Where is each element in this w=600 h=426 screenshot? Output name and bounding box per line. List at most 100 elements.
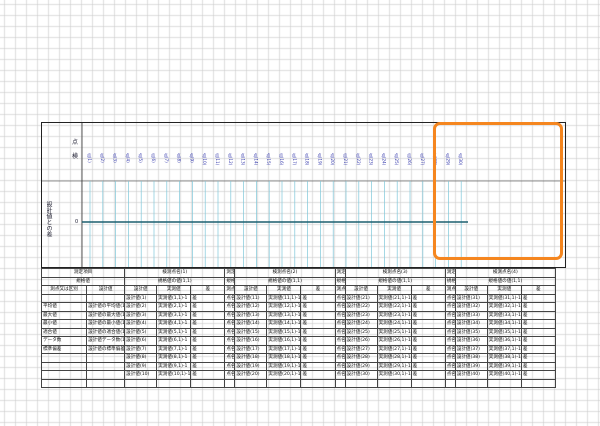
point-label: 点(3) (112, 153, 118, 163)
table-cell-diff: 差 (190, 336, 226, 346)
table-cell-design: 設計値(20) (234, 370, 268, 380)
table-cell-design: 設計値(16) (234, 336, 268, 346)
table-cell-design: 設計値(2) (124, 302, 158, 312)
hdr-diff: 差 (300, 285, 336, 295)
stat-label: 最大値 (40, 310, 88, 320)
stat-label: 最小値 (40, 319, 88, 329)
table-cell-measured: 実測値(23,1)-1 (376, 310, 412, 320)
table-cell-measured: 実測値(10,1)-1 (156, 370, 192, 380)
table-cell-design: 設計値(38) (454, 353, 488, 363)
table-cell-seq: 点名(14) (224, 319, 236, 329)
table-cell-measured: 実測値(37,1)-1 (486, 344, 522, 354)
point-label: 点(11) (215, 153, 220, 166)
table-cell-diff: 差 (300, 353, 336, 363)
hdr-diff: 差 (520, 285, 556, 295)
point-label: 点(10) (202, 153, 208, 166)
table-cell-design: 設計値(1) (124, 293, 158, 303)
hdr-spec-value: 規格値の値(1,1) (234, 276, 336, 286)
table-cell-measured: 実測値(14,1)-1 (266, 319, 302, 329)
table-cell-measured: 実測値(18,1)-1 (266, 353, 302, 363)
y-zero-label: 0 (75, 219, 79, 225)
hdr-design: 設計値 (86, 285, 126, 295)
table-cell-measured: 実測値(21,1)-1 (376, 293, 412, 303)
point-label: 点(14) (253, 153, 259, 166)
table-cell-diff: 差 (190, 310, 226, 320)
table-cell-seq: 点名(40) (444, 370, 456, 380)
table-cell-design: 設計値(25) (344, 327, 378, 337)
table-cell-seq: 点名(17) (224, 344, 236, 354)
table-cell-seq: 点名(32) (444, 302, 456, 312)
hdr-group: 検測点名(2) (234, 268, 336, 278)
point-label: 点(27) (419, 153, 425, 166)
hdr-spec-value: 規格値の値(1,1) (124, 276, 226, 286)
table-cell-design: 設計値(14) (234, 319, 268, 329)
point-label: 点(8) (176, 153, 182, 163)
table-cell-design: 設計値(5) (124, 327, 158, 337)
table-cell-measured: 実測値(6,1)-1 (156, 336, 192, 346)
table-cell-diff: 差 (190, 353, 226, 363)
hdr-design: 設計値 (124, 285, 158, 295)
table-cell-measured: 実測値(9,1)-1 (156, 361, 192, 371)
hdr-design: 設計値 (344, 285, 378, 295)
table-cell-diff: 差 (410, 310, 446, 320)
hdr-item: 測定項目 (334, 268, 346, 278)
point-label: 点(6) (151, 153, 156, 163)
table-cell-diff: 差 (190, 319, 226, 329)
table-cell-measured: 実測値(17,1)-1 (266, 344, 302, 354)
table-cell-measured: 実測値(19,1)-1 (266, 361, 302, 371)
table-cell-design: 設計値(12) (234, 302, 268, 312)
table-cell-diff: 差 (410, 370, 446, 380)
table-cell-measured: 実測値(38,1)-1 (486, 353, 522, 363)
table-cell-measured: 実測値(16,1)-1 (266, 336, 302, 346)
table-cell-seq: 点名(18) (224, 353, 236, 363)
table-cell-measured: 実測値(25,1)-1 (376, 327, 412, 337)
point-label: 点(25) (394, 153, 400, 166)
table-cell-design: 設計値(3) (124, 310, 158, 320)
hdr-design: 設計値 (454, 285, 488, 295)
point-label: 点(29) (445, 153, 451, 166)
table-cell-design: 設計値(11) (234, 293, 268, 303)
point-label: 点(26) (407, 153, 412, 166)
table-cell-design: 設計値(33) (454, 310, 488, 320)
point-label: 点(23) (368, 153, 374, 166)
table-cell-measured: 実測値(31,1)-1 (486, 293, 522, 303)
table-cell-diff: 差 (410, 344, 446, 354)
table-cell-measured: 実測値(11,1)-1 (266, 293, 302, 303)
table-cell-design: 設計値(39) (454, 361, 488, 371)
stat-value: 設計値の最大値(1)-1 (86, 310, 126, 320)
table-cell-diff: 差 (190, 293, 226, 303)
table-cell-measured: 実測値(32,1)-1 (486, 302, 522, 312)
table-cell-diff: 差 (300, 302, 336, 312)
table-cell-measured: 実測値(12,1)-1 (266, 302, 302, 312)
table-cell-diff: 差 (520, 361, 556, 371)
hdr-spec: 規格値 (40, 276, 126, 286)
hdr-diff: 差 (190, 285, 226, 295)
table-cell-design: 設計値(32) (454, 302, 488, 312)
table-cell-measured: 実測値(24,1)-1 (376, 319, 412, 329)
measurement-chart (42, 123, 565, 267)
hdr-measured: 実測値 (486, 285, 522, 295)
table-cell-measured: 実測値(8,1)-1 (156, 353, 192, 363)
point-label: 点(16) (279, 153, 284, 166)
table-cell-design: 設計値(37) (454, 344, 488, 354)
stat-label: データ数 (40, 336, 88, 346)
table-cell-measured: 実測値(4,1)-1 (156, 319, 192, 329)
highlight-box (433, 122, 563, 260)
table-cell-seq: 点名(38) (444, 353, 456, 363)
table-cell-measured: 実測値(26,1)-1 (376, 336, 412, 346)
point-label: 点(9) (189, 153, 195, 163)
point-label: 点(19) (317, 153, 323, 166)
table-cell-measured: 実測値(29,1)-1 (376, 361, 412, 371)
hdr-item: 測定項目 (444, 268, 456, 278)
hdr-group: 検測点名(4) (454, 268, 556, 278)
point-label: 点(5) (138, 153, 144, 163)
table-cell-measured: 実測値(13,1)-1 (266, 310, 302, 320)
table-cell-seq: 点名(26) (334, 336, 346, 346)
table-cell-design: 設計値(22) (344, 302, 378, 312)
table-cell-design: 設計値(4) (124, 319, 158, 329)
stat-value: 設計値データ数(1)-1 (86, 336, 126, 346)
hdr-spec-value: 規格値の値(1,1) (454, 276, 556, 286)
table-cell-diff: 差 (300, 336, 336, 346)
table-cell-seq: 点名(28) (334, 353, 346, 363)
table-cell-measured: 実測値(3,1)-1 (156, 310, 192, 320)
